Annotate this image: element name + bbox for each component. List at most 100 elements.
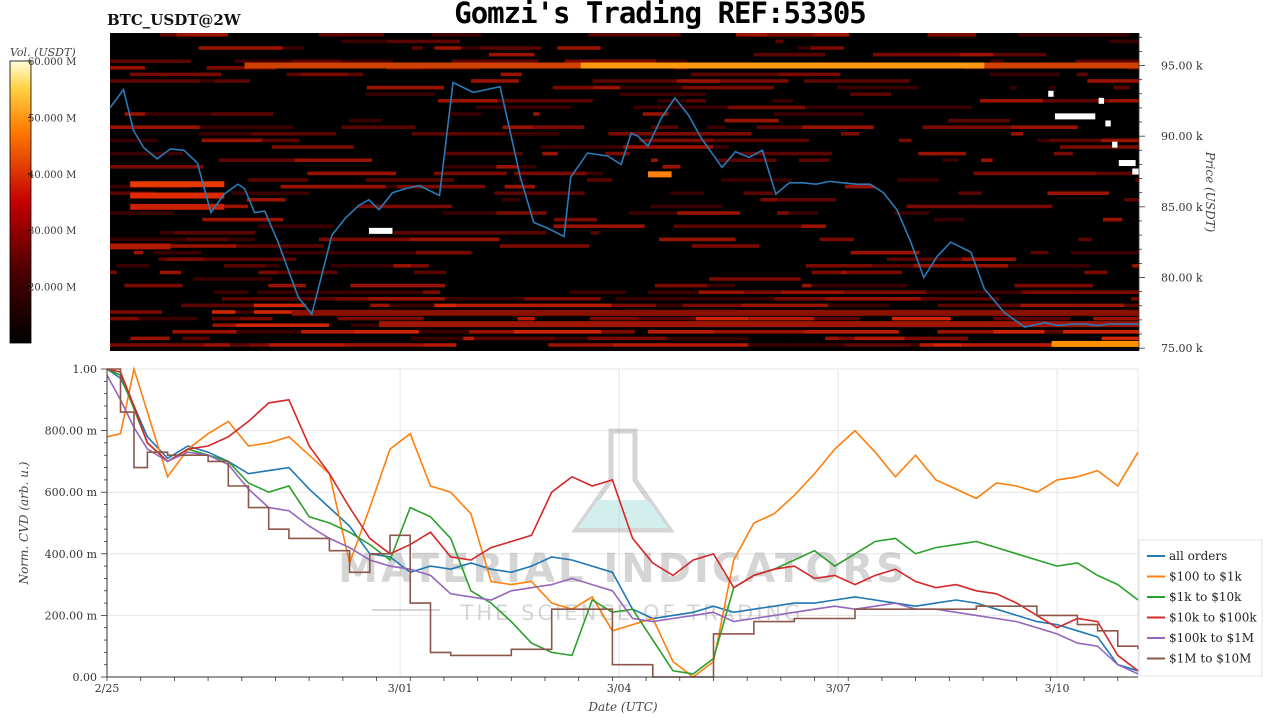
liquidity-cell [203,257,297,261]
liquidity-cell [714,138,810,143]
liquidity-cell [797,46,811,50]
liquidity-cell [691,244,760,248]
legend-label: $10k to $100k [1169,611,1257,625]
liquidity-cell [780,290,845,294]
liquidity-cell [959,52,994,57]
liquidity-cell [1049,138,1102,143]
colorbar-ticks: 20.000 M 30.000 M 40.000 M 50.000 M 60.000 M [28,57,76,294]
liquidity-cell [1113,85,1130,90]
liquidity-cell [341,39,388,44]
liquidity-cell [687,204,723,209]
liquidity-cell [365,92,435,96]
liquidity-cell [476,105,571,110]
liquidity-cell [587,336,667,341]
liquidity-cell [647,330,715,334]
liquidity-cell [279,250,346,255]
cvd-y-tick-label: 800.00 m [45,425,98,438]
liquidity-cell [211,112,274,116]
price-tick-label: 75.00 k [1161,342,1203,355]
cvd-series-line [106,374,1139,675]
liquidity-cell [1007,264,1091,268]
liquidity-cell [651,158,658,162]
liquidity-cell [474,336,556,341]
liquidity-cell [623,145,714,149]
liquidity-cell [1010,125,1078,129]
liquidity-cell [451,59,539,63]
liquidity-cell [494,191,585,195]
liquidity-cell [366,85,444,90]
liquidity-cell [588,33,681,37]
liquidity-cell [307,171,397,176]
liquidity-cell [650,204,688,209]
liquidity-cell [919,343,934,347]
liquidity-cell [805,264,872,268]
liquidity-cell [294,158,373,162]
liquidity-cell [496,211,547,215]
liquidity-cell [300,72,349,77]
liquidity-cell [110,343,204,347]
cvd-x-tick-label: 3/04 [607,682,632,695]
large-order-mark [1118,160,1136,167]
liquidity-cell [748,316,814,321]
liquidity-cell [198,46,283,50]
large-order-mark [1048,90,1054,97]
liquidity-cell [214,79,250,83]
liquidity-cell [825,336,839,341]
cvd-x-tick-label: 3/10 [1045,682,1070,695]
symbol-label: BTC_USDT@2W [107,11,241,29]
cvd-y-tick-label: 400.00 m [45,548,98,561]
liquidity-cell [838,336,855,341]
liquidity-cell [235,310,254,314]
liquidity-cell [756,125,803,129]
liquidity-cell [647,290,699,294]
liquidity-cell [868,330,899,334]
liquidity-cell [810,46,845,50]
cvd-x-ticks: 2/25 3/01 3/04 3/07 3/10 [95,677,1119,695]
liquidity-cell [804,330,869,334]
liquidity-cell [288,323,330,327]
cvd-series-line [106,368,1139,672]
liquidity-cell [682,85,774,90]
liquidity-cell [236,330,302,334]
liquidity-cell [239,316,273,321]
liquidity-cell [844,343,911,347]
flask-liquid-icon [578,500,668,528]
liquidity-cell [345,250,416,255]
liquidity-cell [836,85,919,90]
liquidity-cell [1131,297,1139,301]
liquidity-cell [496,165,519,169]
liquidity-cell [223,264,266,268]
liquidity-cell [1109,39,1139,44]
liquidity-cell [811,270,842,275]
colorbar-tick-label: 40.000 M [28,170,76,181]
liquidity-cell [993,52,1047,57]
liquidity-cell [1101,138,1139,143]
liquidity-cell [110,211,174,215]
liquidity-band [130,192,225,199]
liquidity-cell [910,343,920,347]
liquidity-cell [353,330,419,334]
liquidity-cell [906,204,915,209]
liquidity-cell [813,33,850,37]
liquidity-cell [301,244,324,248]
liquidity-cell [557,46,601,50]
liquidity-cell [656,59,688,63]
liquidity-cell [423,343,457,347]
liquidity-cell [1063,330,1139,334]
liquidity-band [1051,340,1139,347]
price-axis-ticks: 75.00 k 80.00 k 85.00 k 90.00 k 95.00 k [1138,33,1203,355]
liquidity-cell [517,316,535,321]
liquidity-cell [904,336,969,341]
liquidity-cell [993,330,1045,334]
liquidity-cell [257,224,334,228]
liquidity-cell [713,145,729,149]
liquidity-cell [666,336,749,341]
liquidity-cell [213,290,249,294]
liquidity-cell [915,290,926,294]
liquidity-cell [592,79,677,83]
liquidity-cell [350,283,446,288]
liquidity-cell [470,79,519,83]
liquidity-cell [202,217,284,222]
liquidity-cell [203,343,231,347]
large-order-marks [368,90,1143,234]
